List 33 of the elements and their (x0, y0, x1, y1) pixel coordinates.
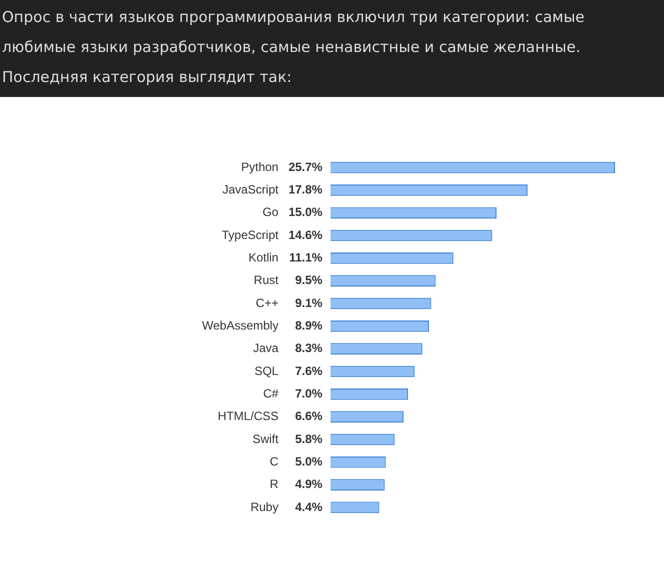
y-tick-label: C# (263, 386, 279, 400)
data-label: 15.0% (288, 205, 323, 220)
y-tick-label: C++ (256, 296, 278, 310)
y-tick-label: R (270, 477, 279, 492)
data-label: 8.9% (295, 318, 323, 332)
data-label: 17.8% (288, 182, 323, 197)
y-tick-label: Python (241, 160, 278, 174)
data-label: 5.0% (295, 454, 323, 468)
data-label: 7.0% (295, 386, 323, 400)
y-tick-label: TypeScript (222, 228, 280, 242)
y-tick-label: Ruby (250, 500, 278, 514)
data-label: 5.8% (295, 432, 323, 446)
y-tick-label: Kotlin (248, 250, 278, 264)
y-tick-label: SQL (254, 364, 279, 378)
data-label: 4.9% (295, 477, 323, 492)
data-label: 14.6% (288, 228, 323, 242)
y-tick-label: Rust (254, 273, 280, 288)
y-tick-label: Swift (252, 432, 280, 446)
data-label: 11.1% (289, 250, 323, 264)
y-tick-label: Go (262, 205, 279, 220)
data-label: 7.6% (295, 364, 323, 378)
y-tick-label: Java (253, 341, 279, 356)
data-label: 6.6% (295, 409, 323, 424)
data-label: 25.7% (288, 160, 323, 174)
y-tick-label: C (270, 454, 279, 468)
chart-title: Опрос в части языков программирования включил три категории: самые любимые языки разработчиков, самые ненавистные и самые желанные. Последняя категория выглядит так: (0, 0, 664, 97)
data-label: 9.1% (295, 296, 323, 310)
data-label: 9.5% (295, 273, 323, 288)
data-label: 8.3% (295, 341, 323, 356)
y-tick-label: JavaScript (222, 182, 280, 197)
y-tick-label: WebAssembly (202, 318, 278, 332)
y-tick-label: HTML/CSS (218, 409, 278, 424)
data-label: 4.4% (295, 500, 323, 514)
